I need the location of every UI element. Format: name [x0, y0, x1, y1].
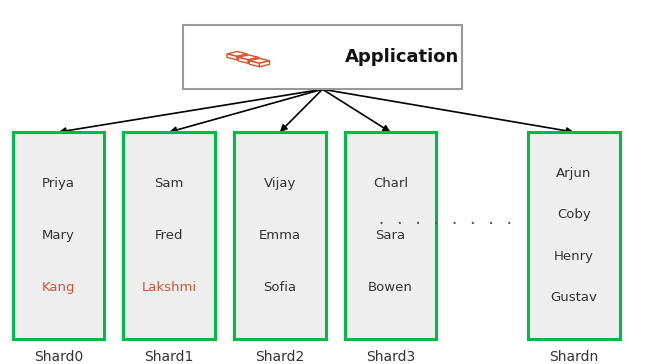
- Text: Gustav: Gustav: [550, 291, 597, 304]
- Text: Charl: Charl: [373, 177, 408, 190]
- Text: Bowen: Bowen: [368, 281, 413, 294]
- Text: Fred: Fred: [155, 229, 183, 242]
- Polygon shape: [237, 54, 247, 60]
- Polygon shape: [250, 58, 270, 63]
- FancyBboxPatch shape: [123, 132, 215, 339]
- Text: Vijay: Vijay: [264, 177, 296, 190]
- Text: Shard0: Shard0: [34, 350, 83, 364]
- Text: Mary: Mary: [42, 229, 75, 242]
- Text: Coby: Coby: [557, 208, 591, 221]
- Text: Shardn: Shardn: [549, 350, 599, 364]
- Text: Sofia: Sofia: [263, 281, 297, 294]
- Text: Application: Application: [344, 48, 459, 66]
- Text: Sam: Sam: [155, 177, 184, 190]
- Text: Emma: Emma: [259, 229, 301, 242]
- Polygon shape: [250, 61, 259, 67]
- Text: Kang: Kang: [42, 281, 75, 294]
- Polygon shape: [238, 58, 248, 63]
- Text: Priya: Priya: [42, 177, 75, 190]
- Polygon shape: [259, 61, 270, 67]
- Text: Lakshmi: Lakshmi: [142, 281, 197, 294]
- FancyBboxPatch shape: [344, 132, 436, 339]
- Polygon shape: [238, 55, 259, 60]
- Polygon shape: [248, 58, 259, 63]
- Text: Henry: Henry: [554, 250, 594, 263]
- Text: Sara: Sara: [375, 229, 406, 242]
- FancyBboxPatch shape: [234, 132, 326, 339]
- Polygon shape: [227, 54, 237, 60]
- FancyBboxPatch shape: [13, 132, 104, 339]
- Text: Arjun: Arjun: [556, 167, 591, 180]
- Text: Shard2: Shard2: [255, 350, 304, 364]
- Polygon shape: [227, 51, 247, 56]
- FancyBboxPatch shape: [528, 132, 620, 339]
- FancyBboxPatch shape: [183, 25, 462, 89]
- Text: Shard1: Shard1: [144, 350, 194, 364]
- Text: · · · · · · · ·: · · · · · · · ·: [377, 215, 514, 230]
- Text: Shard3: Shard3: [366, 350, 415, 364]
